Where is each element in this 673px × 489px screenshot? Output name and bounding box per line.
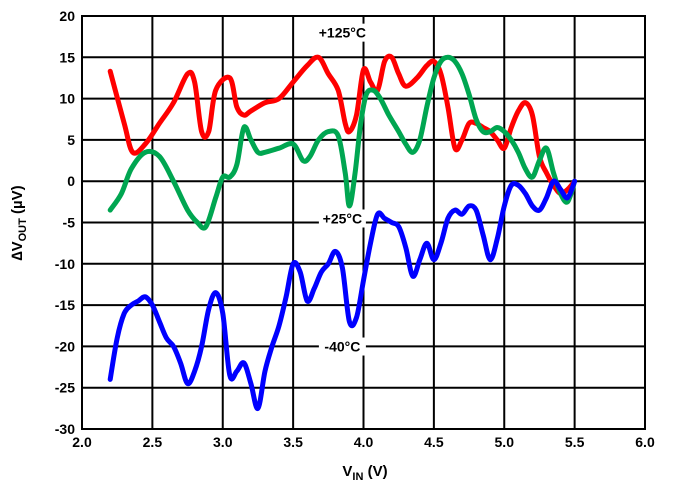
x-tick-label: 4.5 xyxy=(424,434,444,450)
y-tick-label: -25 xyxy=(55,380,75,396)
x-tick-label: 3.0 xyxy=(213,434,233,450)
y-tick-label: -10 xyxy=(55,256,75,272)
y-axis-title-unit: (µV) xyxy=(9,185,26,218)
series-annotation: -40°C xyxy=(324,339,360,355)
annotation-background xyxy=(314,23,371,42)
y-tick-label: -20 xyxy=(55,338,75,354)
x-tick-label: 5.0 xyxy=(495,434,515,450)
y-tick-label: -5 xyxy=(63,215,76,231)
series-layer xyxy=(107,53,578,411)
annotations: +125°C +25°C -40°C xyxy=(314,23,371,356)
y-axis-title-prefix: ∆V xyxy=(9,241,26,260)
x-axis-title-main: V xyxy=(342,463,352,480)
x-axis-title: VIN (V) xyxy=(342,463,387,483)
x-axis-title-unit: (V) xyxy=(363,463,387,480)
y-tick-label: 10 xyxy=(59,91,75,107)
annotation-background xyxy=(318,337,366,356)
series-line-125c xyxy=(107,53,578,197)
tick-labels: 2.0 2.5 3.0 3.5 4.0 4.5 5.0 5.5 6.0 20 15 10 5 0 -5 -10… xyxy=(55,8,655,450)
x-tick-label: 2.0 xyxy=(72,434,92,450)
y-axis-title-sub: OUT xyxy=(17,218,29,242)
series-line-25c xyxy=(107,54,578,231)
x-tick-label: 5.5 xyxy=(565,434,585,450)
plot-frame xyxy=(81,15,646,430)
y-tick-label: 15 xyxy=(59,49,75,65)
x-tick-label: 6.0 xyxy=(635,434,655,450)
series-annotation: +125°C xyxy=(319,25,366,41)
y-tick-label: 20 xyxy=(59,8,75,24)
y-tick-label: 5 xyxy=(67,132,75,148)
series-line-minus40c xyxy=(107,178,578,411)
x-axis-title-sub: IN xyxy=(352,471,363,483)
y-tick-label: -30 xyxy=(55,421,75,437)
x-tick-label: 2.5 xyxy=(143,434,163,450)
y-tick-label: -15 xyxy=(55,297,75,313)
y-tick-label: 0 xyxy=(67,173,75,189)
series-annotation: +25°C xyxy=(323,211,362,227)
y-axis-title: ∆VOUT (µV) xyxy=(9,185,29,260)
x-tick-label: 3.5 xyxy=(283,434,303,450)
x-tick-label: 4.0 xyxy=(354,434,374,450)
annotation-background xyxy=(318,209,366,228)
